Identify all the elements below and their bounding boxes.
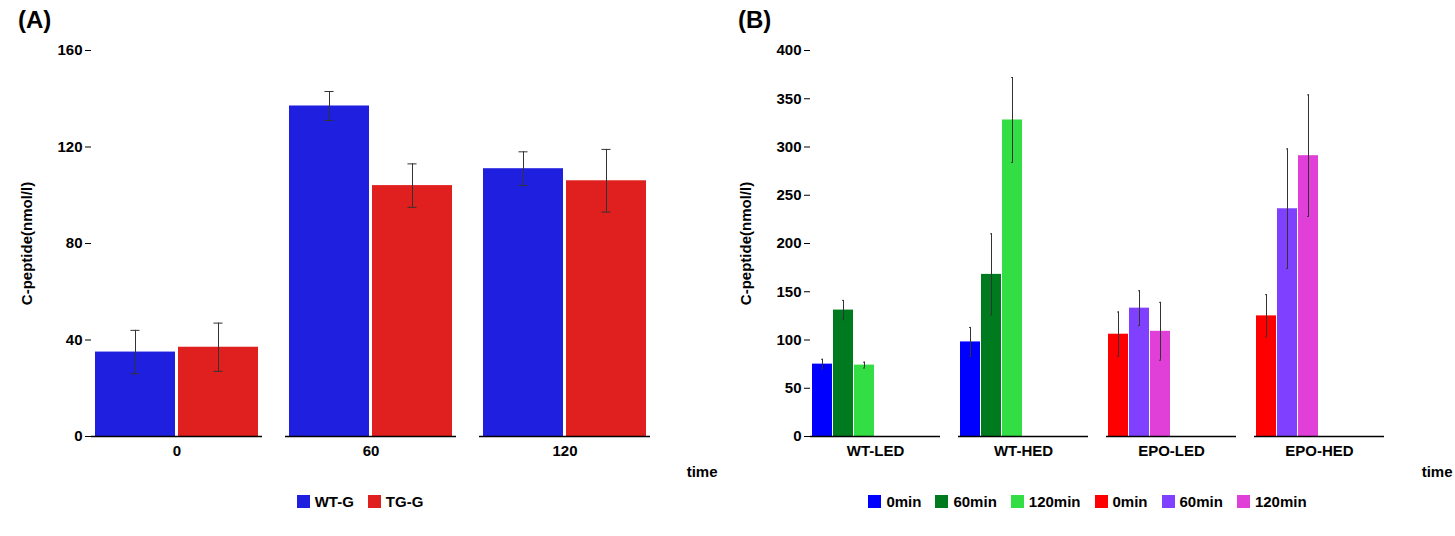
svg-text:80: 80 <box>66 234 83 251</box>
svg-text:0: 0 <box>173 442 181 459</box>
html-text:TG-G: TG-G <box>385 493 424 510</box>
svg-text:350: 350 <box>776 90 801 107</box>
html-text:(A): (A) <box>18 6 52 33</box>
html-text:WT-G: WT-G <box>314 493 354 510</box>
html-text:60min: 60min <box>1179 493 1223 510</box>
svg-text:EPO-LED: EPO-LED <box>1138 442 1205 459</box>
svg-text:100: 100 <box>776 331 801 348</box>
svg-text:160: 160 <box>57 41 82 58</box>
html-text:0min: 0min <box>886 493 922 510</box>
svg-text:200: 200 <box>776 234 801 251</box>
svg-text:0: 0 <box>793 427 801 444</box>
html-text:(B): (B) <box>738 6 772 33</box>
html-text:120min: 120min <box>1028 493 1081 510</box>
svg-text:40: 40 <box>66 331 83 348</box>
svg-text:C-peptide(nmol/l): C-peptide(nmol/l) <box>18 182 35 305</box>
svg-text:0: 0 <box>74 427 82 444</box>
svg-text:300: 300 <box>776 138 801 155</box>
html-text:60min: 60min <box>953 493 997 510</box>
svg-text:time: time <box>687 463 718 480</box>
html-text:120min: 120min <box>1254 493 1307 510</box>
svg-text:120: 120 <box>57 138 82 155</box>
svg-text:250: 250 <box>776 186 801 203</box>
svg-text:50: 50 <box>785 379 802 396</box>
svg-text:150: 150 <box>776 283 801 300</box>
svg-text:EPO-HED: EPO-HED <box>1285 442 1354 459</box>
svg-text:120: 120 <box>552 442 577 459</box>
svg-text:60: 60 <box>363 442 380 459</box>
svg-text:C-peptide(nmol/l): C-peptide(nmol/l) <box>737 182 754 305</box>
svg-text:WT-HED: WT-HED <box>994 442 1053 459</box>
svg-text:time: time <box>1422 463 1453 480</box>
svg-text:400: 400 <box>776 41 801 58</box>
svg-text:WT-LED: WT-LED <box>847 442 905 459</box>
html-text:0min: 0min <box>1112 493 1148 510</box>
